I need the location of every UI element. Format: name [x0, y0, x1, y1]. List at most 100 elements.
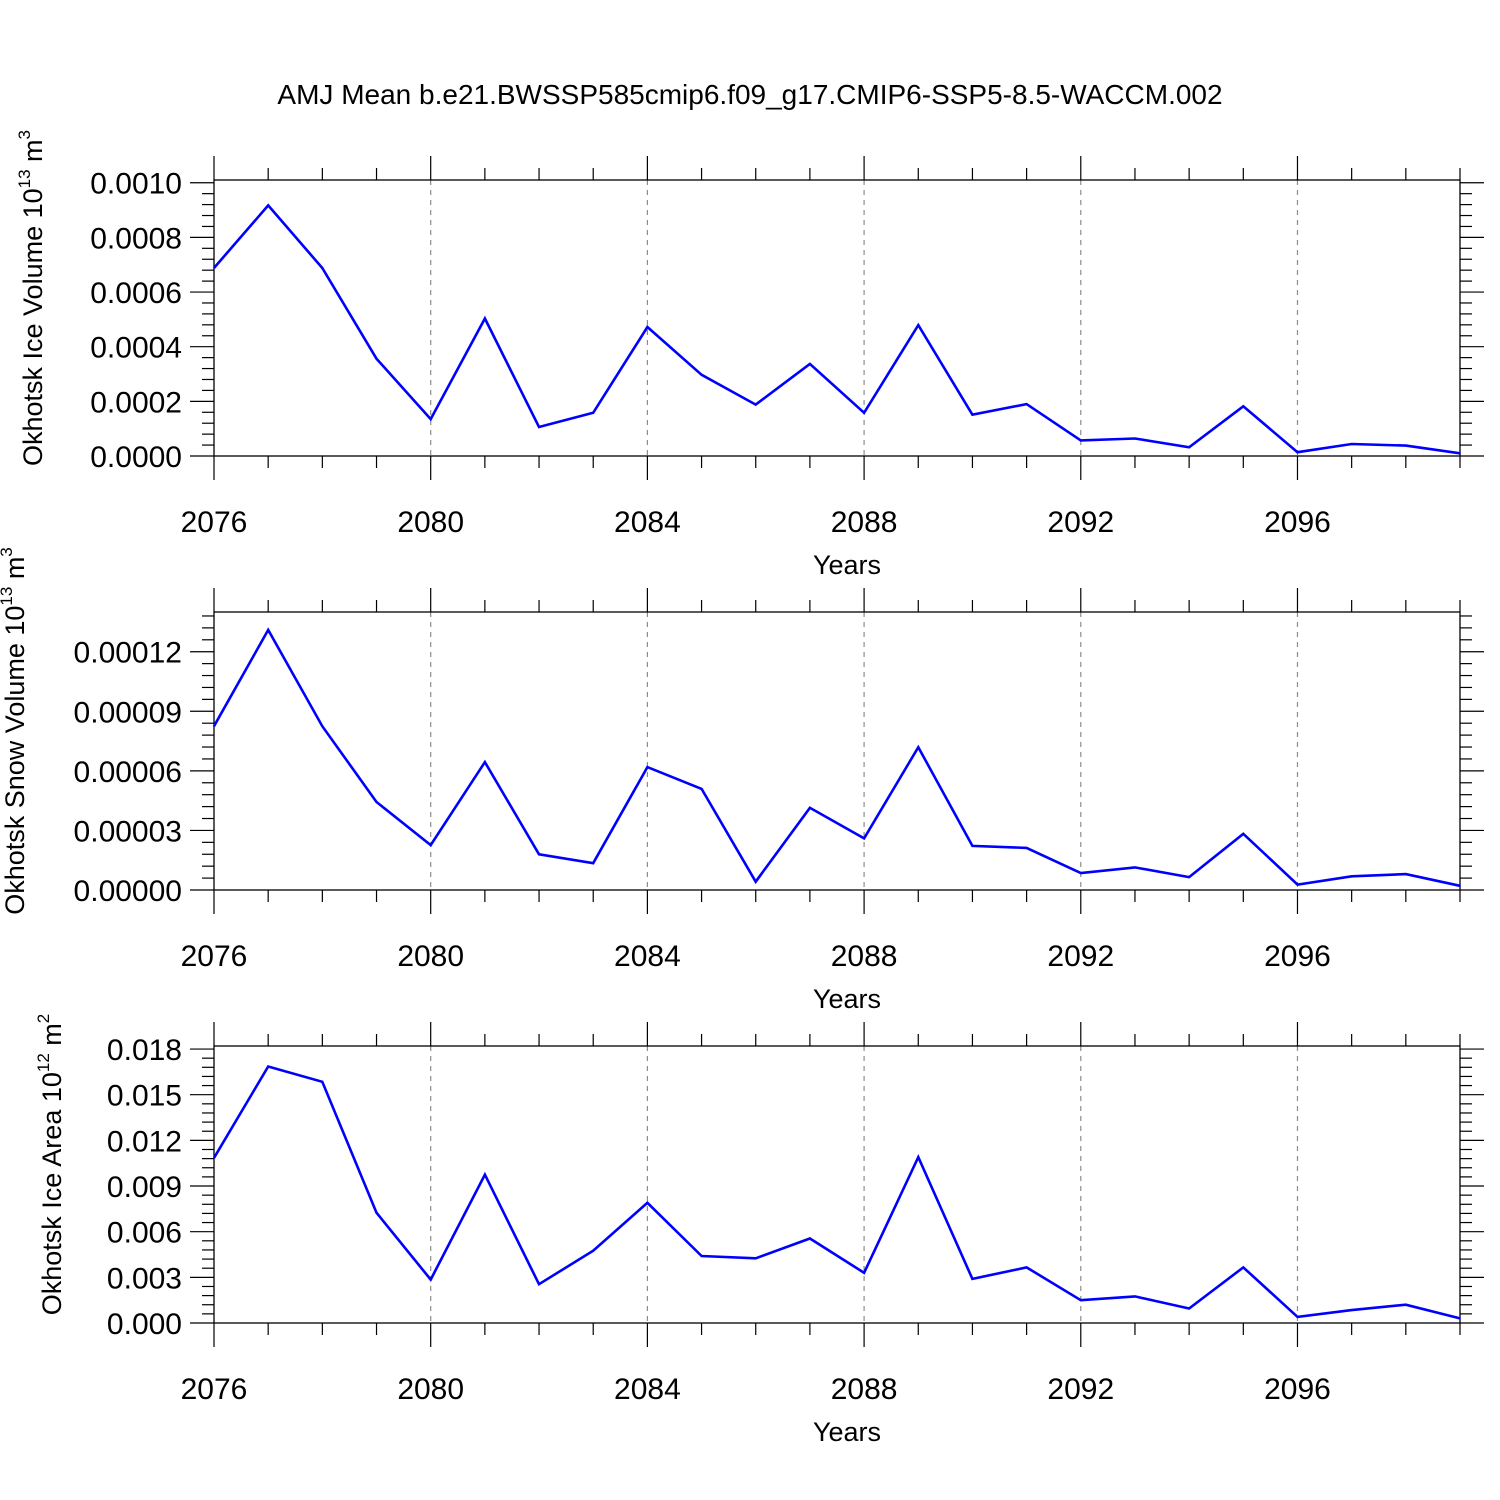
y-axis-title-unit: m	[37, 1023, 67, 1053]
data-point	[1134, 866, 1136, 869]
x-tick-label: 2092	[1047, 940, 1114, 973]
x-tick-label: 2088	[831, 940, 898, 973]
x-tick-label: 2084	[614, 940, 681, 973]
data-point	[429, 418, 432, 420]
data-point	[1079, 872, 1082, 874]
data-point	[646, 766, 649, 768]
data-point	[592, 1249, 595, 1252]
data-point	[484, 761, 486, 763]
data-point	[1242, 405, 1245, 408]
x-tick-label: 2080	[397, 1373, 464, 1406]
plot-frame	[213, 1045, 1461, 1324]
data-point	[375, 801, 378, 803]
y-axis-title-unit: m	[18, 139, 48, 169]
x-axis-title: Years	[813, 984, 881, 1014]
data-point	[1459, 1317, 1461, 1320]
y-axis-title-main: Okhotsk Snow Volume 10	[0, 606, 30, 915]
data-point	[321, 725, 324, 727]
x-tick-label: 2084	[614, 1373, 681, 1406]
data-point	[538, 426, 540, 428]
data-point	[809, 1237, 811, 1240]
data-point	[754, 880, 757, 883]
y-tick-label: 0.009	[107, 1171, 182, 1204]
x-tick-label: 2092	[1047, 506, 1114, 539]
data-point	[592, 862, 595, 864]
y-tick-label: 0.012	[107, 1125, 182, 1158]
data-point	[1405, 444, 1407, 447]
y-tick-label: 0.0002	[90, 386, 182, 419]
x-tick-label: 2080	[397, 940, 464, 973]
data-point	[1025, 1266, 1028, 1269]
data-point	[1242, 1266, 1245, 1269]
y-tick-label: 0.00000	[74, 875, 182, 908]
x-tick-label: 2088	[831, 1373, 898, 1406]
x-tick-label: 2084	[614, 506, 681, 539]
y-axis-title-main: Okhotsk Ice Volume 10	[18, 188, 48, 466]
x-tick-label: 2096	[1264, 506, 1331, 539]
data-point	[971, 413, 974, 416]
y-tick-label: 0.00009	[74, 696, 182, 729]
y-tick-label: 0.0004	[90, 332, 182, 365]
data-point	[213, 267, 215, 269]
data-point	[1296, 883, 1299, 886]
y-tick-label: 0.003	[107, 1262, 182, 1295]
panel-snow-volume: 2076 2080 2084 2088 2092 2096 Years 0.00000 0.00…	[0, 547, 1484, 1014]
data-point	[321, 1080, 324, 1083]
data-point	[484, 1173, 486, 1176]
data-point	[1296, 451, 1299, 453]
data-point	[700, 374, 703, 376]
y-axis-title-exponent: 13	[0, 587, 16, 606]
data-point	[213, 725, 215, 727]
data-point	[646, 326, 649, 328]
data-point	[484, 317, 486, 320]
data-point	[863, 412, 865, 414]
data-point	[754, 1257, 757, 1260]
data-point	[375, 357, 378, 360]
data-point	[429, 844, 432, 846]
y-axis-title-unit-exponent: 3	[0, 547, 16, 556]
data-point	[1350, 443, 1353, 445]
series-line	[213, 203, 1461, 455]
series-line	[212, 1064, 1461, 1320]
data-point	[267, 1065, 269, 1068]
plot-frame	[213, 179, 1461, 457]
y-axis-title-unit-exponent: 2	[34, 1014, 53, 1023]
plot-frame	[213, 611, 1461, 891]
data-point	[700, 1255, 703, 1257]
data-point	[971, 1278, 974, 1280]
x-tick-label: 2080	[397, 506, 464, 539]
y-axis-title: Okhotsk Snow Volume 1013 m3	[0, 547, 30, 915]
panel-ice-volume: 2076 2080 2084 2088 2092 2096 Years 0.0000 0.000…	[15, 130, 1484, 580]
y-tick-label: 0.0010	[90, 168, 182, 201]
y-tick-label: 0.0000	[90, 441, 182, 474]
x-tick-label: 2096	[1264, 1373, 1331, 1406]
data-point	[1025, 403, 1028, 405]
data-point	[429, 1278, 432, 1281]
data-point	[700, 788, 703, 790]
data-point	[917, 1156, 920, 1158]
data-point	[1405, 873, 1407, 875]
data-point	[917, 746, 920, 749]
data-point	[1188, 446, 1190, 449]
y-axis-title-exponent: 12	[34, 1053, 53, 1072]
y-tick-label: 0.0008	[90, 222, 182, 255]
data-point	[538, 853, 540, 856]
x-tick-label: 2076	[181, 940, 248, 973]
y-tick-label: 0.015	[107, 1080, 182, 1113]
y-tick-label: 0.00003	[74, 815, 182, 848]
y-tick-label: 0.00012	[74, 637, 182, 670]
data-point	[809, 806, 811, 809]
data-point	[917, 324, 920, 326]
y-axis-title-main: Okhotsk Ice Area 10	[37, 1072, 67, 1315]
panel-ice-area: 2076 2080 2084 2088 2092 2096 Years 0.000 0.003 0…	[34, 1014, 1484, 1447]
y-tick-label: 0.018	[107, 1034, 182, 1067]
data-point	[1242, 833, 1245, 835]
x-tick-label: 2076	[181, 1373, 248, 1406]
x-tick-label: 2076	[181, 506, 248, 539]
data-point	[1350, 1309, 1353, 1311]
data-point	[863, 1271, 865, 1274]
y-tick-label: 0.0006	[90, 277, 182, 310]
figure-title: AMJ Mean b.e21.BWSSP585cmip6.f09_g17.CMI…	[277, 79, 1222, 110]
